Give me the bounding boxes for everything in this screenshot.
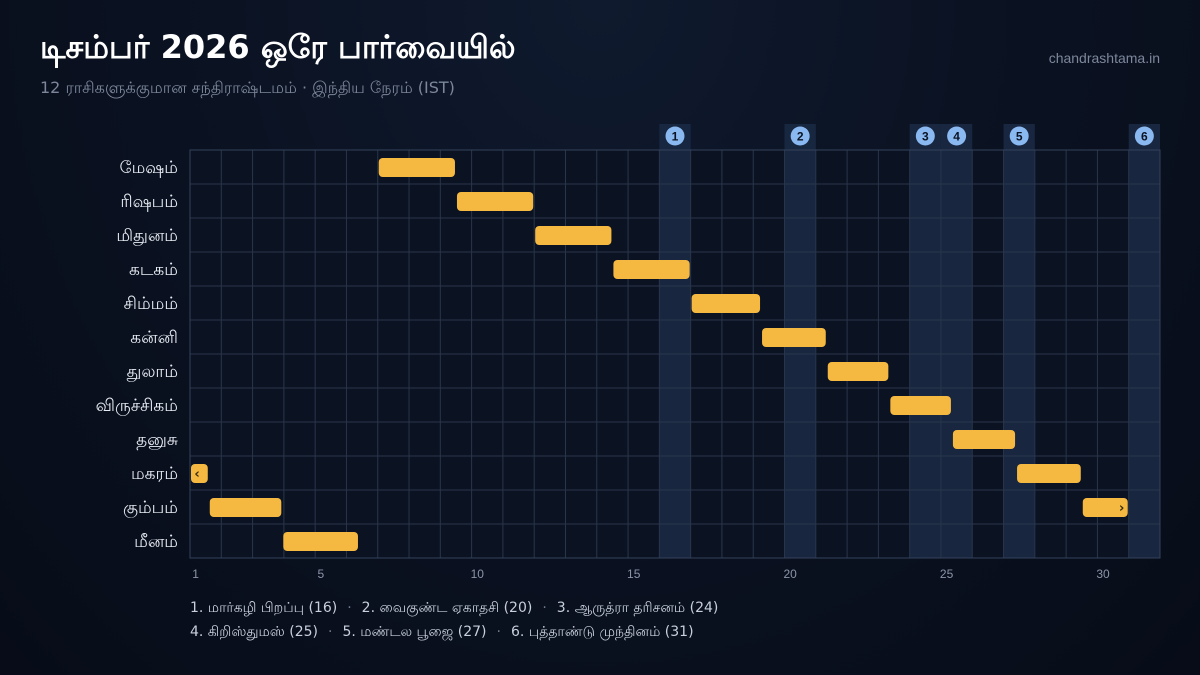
row-label: சிம்மம் (124, 294, 178, 314)
chandrashtamam-bar (691, 294, 761, 313)
row-label: மிதுனம் (116, 226, 178, 246)
x-tick-label: 20 (783, 567, 797, 581)
chandrashtamam-bar (827, 362, 889, 381)
legend-separator: · (347, 600, 352, 616)
festival-marker-number: 2 (797, 130, 804, 144)
chandrashtamam-bar (535, 226, 612, 245)
row-label: துலாம் (127, 362, 178, 382)
row-label: ரிஷபம் (120, 192, 178, 212)
continuation-arrow: › (1119, 501, 1124, 516)
row-label: தனுசு (136, 430, 178, 450)
legend-item-2: 2. வைகுண்ட ஏகாதசி (20) (361, 600, 533, 616)
row-label: கும்பம் (123, 498, 178, 518)
legend-row-1: 1. மார்கழி பிறப்பு (16) · 2. வைகுண்ட ஏகாதச… (190, 596, 718, 620)
chandrashtamam-bar (762, 328, 826, 347)
festival-band (940, 124, 973, 558)
festival-band (909, 124, 941, 558)
chandrashtamam-bar (613, 260, 690, 279)
chandrashtamam-bar (1017, 464, 1081, 483)
legend-row-2: 4. கிறிஸ்துமஸ் (25) · 5. மண்டல பூஜை (27) · 6… (190, 620, 718, 644)
chandrashtamam-bar (456, 192, 534, 211)
legend-item-5: 5. மண்டல பூஜை (27) (342, 624, 487, 640)
chandrashtamam-bar (952, 430, 1016, 449)
festival-legend: 1. மார்கழி பிறப்பு (16) · 2. வைகுண்ட ஏகாதச… (190, 596, 718, 644)
row-label: மேஷம் (120, 158, 178, 178)
x-tick-label: 30 (1096, 567, 1110, 581)
x-tick-label: 25 (940, 567, 954, 581)
plot-border (189, 149, 1161, 559)
festival-marker-number: 6 (1141, 130, 1148, 144)
x-tick-label: 1 (192, 567, 199, 581)
chandrashtamam-bar (890, 396, 951, 415)
festival-marker-badge (947, 126, 967, 146)
legend-item-3: 3. ஆருத்ரா தரிசனம் (24) (556, 600, 719, 616)
festival-marker-badge (1134, 126, 1154, 146)
chandrashtamam-bar (209, 498, 282, 517)
festival-marker-badge (1009, 126, 1029, 146)
festival-marker-number: 4 (953, 130, 960, 144)
legend-item-4: 4. கிறிஸ்துமஸ் (25) (190, 624, 318, 640)
festival-marker-number: 5 (1016, 130, 1023, 144)
chandrashtamam-bar (283, 532, 358, 551)
x-tick-label: 15 (627, 567, 641, 581)
row-label: மீனம் (134, 532, 178, 552)
row-label: கன்னி (130, 328, 178, 348)
chandrashtamam-gantt-chart: மேஷம் ரிஷபம் மிதுனம் கடகம் சிம்மம் கன்னி துலாம… (96, 124, 1161, 581)
legend-item-1: 1. மார்கழி பிறப்பு (16) (190, 600, 338, 616)
festival-band (1003, 124, 1035, 558)
row-label: விருச்சிகம் (96, 396, 178, 416)
continuation-arrow: ‹ (194, 467, 199, 482)
festival-marker-number: 3 (922, 130, 929, 144)
legend-separator: · (542, 600, 547, 616)
brand-link[interactable]: chandrashtama.in (1048, 50, 1160, 66)
festival-band (659, 124, 691, 558)
legend-separator: · (328, 624, 333, 640)
page-title: டிசம்பர் 2026 ஒரே பார்வையில் (40, 28, 516, 66)
chandrashtamam-bar (378, 158, 455, 177)
festival-marker-number: 1 (672, 130, 679, 144)
x-tick-label: 10 (471, 567, 485, 581)
festival-marker-badge (790, 126, 810, 146)
chandrashtamam-bar (191, 464, 208, 483)
page-subtitle: 12 ராசிகளுக்குமான சந்திராஷ்டமம் · இந்திய… (40, 78, 455, 97)
legend-separator: · (496, 624, 501, 640)
chandrashtamam-bar (1082, 498, 1128, 517)
festival-band (1128, 124, 1160, 558)
row-label: கடகம் (129, 260, 178, 280)
festival-marker-badge (665, 126, 685, 146)
festival-marker-badge (915, 126, 935, 146)
row-label: மகரம் (131, 464, 178, 484)
legend-item-6: 6. புத்தாண்டு முந்தினம் (31) (510, 624, 694, 640)
x-tick-label: 5 (317, 567, 324, 581)
